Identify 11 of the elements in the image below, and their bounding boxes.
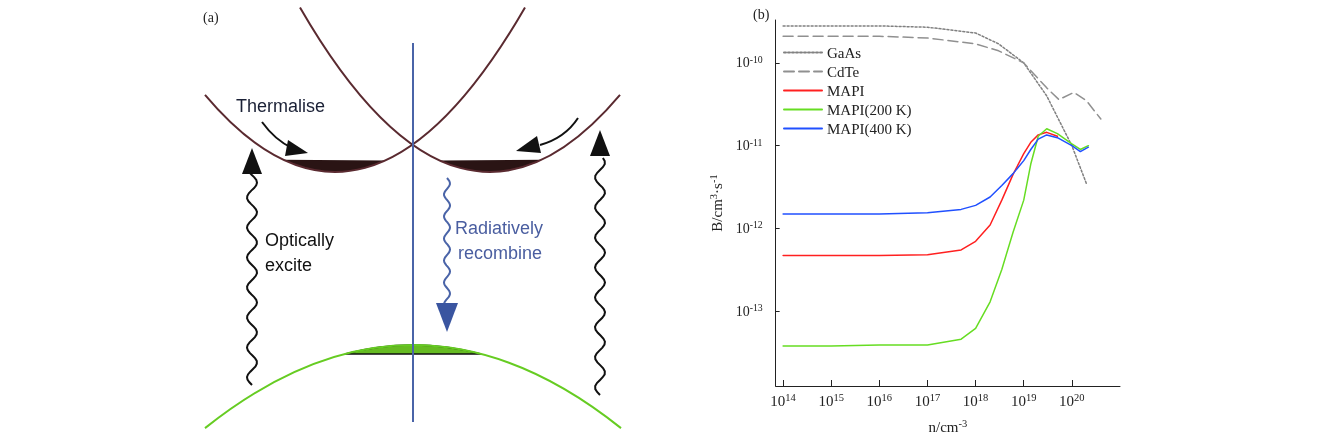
chart-title: (b) (753, 6, 770, 23)
text: (a) (203, 10, 219, 26)
legend-label: MAPI(200 K) (827, 101, 912, 119)
text: Thermalise (236, 96, 326, 116)
legend-label: MAPI (827, 82, 865, 99)
legend-label: GaAs (827, 44, 862, 61)
legend-label: MAPI(400 K) (827, 120, 912, 138)
text: Radiatively recombine (455, 218, 544, 263)
legend-label: CdTe (827, 63, 860, 80)
y-axis-title: B/cm3·s-1 (708, 174, 726, 232)
text: Optically excite (265, 230, 335, 275)
